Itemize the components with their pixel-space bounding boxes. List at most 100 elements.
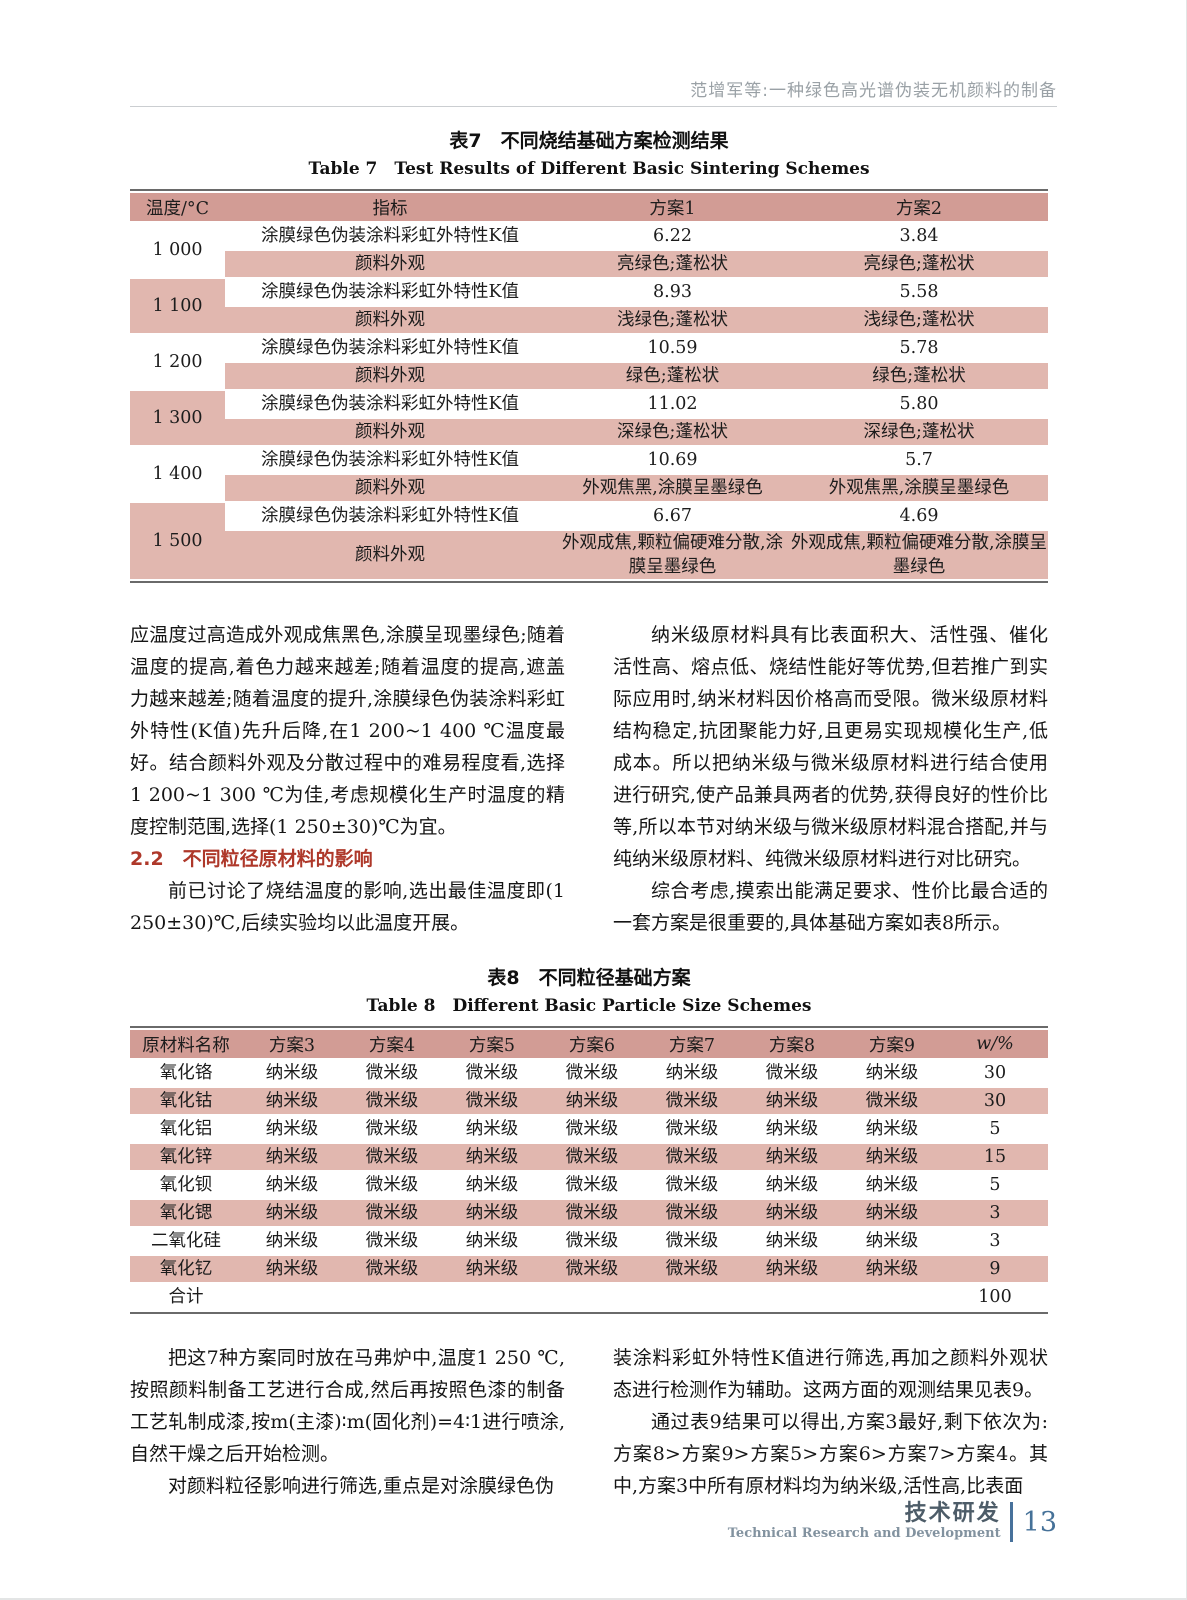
t8-cell: 微米级 <box>365 1231 419 1251</box>
table-row: 颜料外观 外观焦黑,涂膜呈墨绿色 外观焦黑,涂膜呈墨绿色 <box>130 475 1048 501</box>
paragraph: 通过表9结果可以得出,方案3最好,剩下依次为:方案8>方案9>方案5>方案6>方… <box>613 1411 1048 1497</box>
table-row: 颜料外观 浅绿色;蓬松状 浅绿色;蓬松状 <box>130 307 1048 333</box>
t8-cell: 纳米级 <box>442 1144 542 1170</box>
table-row: 1 100 涂膜绿色伪装涂料彩虹外特性K值 8.93 5.58 <box>130 279 1048 333</box>
t7-col-scheme2: 方案2 <box>790 193 1048 221</box>
table-header-row: 温度/°C 指标 方案1 方案2 <box>130 193 1048 221</box>
t8-cell: 纳米级 <box>742 1200 842 1226</box>
paragraph: 应温度过高造成外观成焦黑色,涂膜呈现墨绿色;随着温度的提高,着色力越来越差;随着… <box>130 624 565 838</box>
paragraph: 把这7种方案同时放在马弗炉中,温度1 250 ℃,按照颜料制备工艺进行合成,然后… <box>130 1347 565 1465</box>
t8-cell: 纳米级 <box>265 1119 319 1139</box>
page-footer: 技术研发 Technical Research and Development … <box>728 1502 1057 1542</box>
t8-cell: 微米级 <box>342 1088 442 1114</box>
table7-caption-en: Table 7 Test Results of Different Basic … <box>308 159 870 179</box>
t7-indicator-cell: 颜料外观 <box>225 307 555 333</box>
t8-total-value-cell: 100 <box>978 1287 1012 1307</box>
t8-col-scheme4: 方案4 <box>342 1030 442 1058</box>
table-row: 二氧化硅 纳米级 微米级 纳米级 微米级 微米级 纳米级 纳米级 3 <box>130 1228 1048 1254</box>
footer-section-cn: 技术研发 <box>904 1501 1001 1526</box>
t8-cell: 微米级 <box>365 1063 419 1083</box>
t8-cell: 微米级 <box>842 1088 942 1114</box>
t8-cell: 微米级 <box>565 1063 619 1083</box>
page-number: 13 <box>1022 1506 1057 1538</box>
t8-weight-cell: 30 <box>983 1063 1007 1083</box>
paragraph: 前已讨论了烧结温度的影响,选出最佳温度即(1 250±30)℃,后续实验均以此温… <box>130 880 565 934</box>
t7-value-cell: 3.84 <box>899 226 939 246</box>
table7-caption-cn: 表7 不同烧结基础方案检测结果 <box>449 130 729 152</box>
table-row: 颜料外观 深绿色;蓬松状 深绿色;蓬松状 <box>130 419 1048 445</box>
t7-value-cell: 亮绿色;蓬松状 <box>555 251 790 277</box>
t8-cell: 微米级 <box>342 1144 442 1170</box>
t8-cell: 微米级 <box>342 1200 442 1226</box>
t7-indicator-cell: 颜料外观 <box>225 419 555 445</box>
t8-col-scheme5: 方案5 <box>442 1030 542 1058</box>
t8-cell: 微米级 <box>642 1200 742 1226</box>
t8-cell: 纳米级 <box>742 1256 842 1282</box>
table-row: 氧化钴 纳米级 微米级 微米级 纳米级 微米级 纳米级 微米级 30 <box>130 1088 1048 1114</box>
table-row: 1 400 涂膜绿色伪装涂料彩虹外特性K值 10.69 5.7 <box>130 447 1048 484</box>
t8-cell: 微米级 <box>465 1063 519 1083</box>
t7-value-cell: 浅绿色;蓬松状 <box>790 307 1048 333</box>
table-total-row: 合计 100 <box>130 1284 1048 1310</box>
body-columns-1: 应温度过高造成外观成焦黑色,涂膜呈现墨绿色;随着温度的提高,着色力越来越差;随着… <box>130 619 1048 939</box>
t8-cell: 纳米级 <box>842 1144 942 1170</box>
table-row: 颜料外观 绿色;蓬松状 绿色;蓬松状 <box>130 363 1048 389</box>
t7-value-cell: 10.59 <box>647 338 698 358</box>
t8-cell: 微米级 <box>542 1200 642 1226</box>
t8-weight-cell: 5 <box>989 1119 1001 1139</box>
t8-material-cell: 氧化锌 <box>130 1144 242 1170</box>
t8-total-label-cell: 合计 <box>168 1287 204 1307</box>
t8-col-scheme8: 方案8 <box>742 1030 842 1058</box>
t7-value-cell: 深绿色;蓬松状 <box>790 419 1048 445</box>
t8-cell: 纳米级 <box>865 1175 919 1195</box>
t8-weight-cell: 9 <box>942 1256 1048 1282</box>
t8-cell: 微米级 <box>542 1144 642 1170</box>
table-row: 氧化锶 纳米级 微米级 纳米级 微米级 微米级 纳米级 纳米级 3 <box>130 1200 1048 1226</box>
t8-material-cell: 氧化铬 <box>159 1063 213 1083</box>
t8-col-scheme9: 方案9 <box>842 1030 942 1058</box>
t7-temp-cell: 1 100 <box>130 279 225 333</box>
t8-cell: 纳米级 <box>442 1256 542 1282</box>
t8-cell: 纳米级 <box>242 1256 342 1282</box>
paragraph: 对颜料粒径影响进行筛选,重点是对涂膜绿色伪 <box>168 1475 555 1497</box>
right-column: 纳米级原材料具有比表面积大、活性强、催化活性高、熔点低、烧结性能好等优势,但若推… <box>613 619 1048 939</box>
t8-material-cell: 氧化锶 <box>130 1200 242 1226</box>
t8-material-cell: 氧化钴 <box>130 1088 242 1114</box>
t8-material-cell: 二氧化硅 <box>151 1231 221 1251</box>
t8-cell: 微米级 <box>442 1088 542 1114</box>
t7-value-cell: 亮绿色;蓬松状 <box>790 251 1048 277</box>
t8-cell: 纳米级 <box>265 1063 319 1083</box>
t8-cell <box>442 1284 542 1310</box>
t8-cell: 微米级 <box>365 1119 419 1139</box>
t7-indicator-cell: 颜料外观 <box>225 363 555 389</box>
t7-value-cell: 外观焦黑,涂膜呈墨绿色 <box>555 475 790 501</box>
t8-cell: 纳米级 <box>865 1119 919 1139</box>
t7-value-cell: 6.67 <box>653 506 692 526</box>
t8-cell: 纳米级 <box>765 1175 819 1195</box>
t7-value-cell: 8.93 <box>653 282 692 302</box>
paragraph: 装涂料彩虹外特性K值进行筛选,再加之颜料外观状态进行检测作为辅助。这两方面的观测… <box>613 1347 1048 1401</box>
t8-weight-cell: 3 <box>989 1231 1001 1251</box>
t7-value-cell: 5.78 <box>899 338 939 358</box>
t7-indicator-cell: 涂膜绿色伪装涂料彩虹外特性K值 <box>260 226 520 246</box>
t8-cell: 纳米级 <box>242 1088 342 1114</box>
table-row: 颜料外观 外观成焦,颗粒偏硬难分散,涂膜呈墨绿色 外观成焦,颗粒偏硬难分散,涂膜… <box>130 531 1048 579</box>
t8-cell: 纳米级 <box>265 1231 319 1251</box>
t8-cell <box>742 1284 842 1310</box>
t7-indicator-cell: 涂膜绿色伪装涂料彩虹外特性K值 <box>260 450 520 470</box>
t7-value-cell: 深绿色;蓬松状 <box>555 419 790 445</box>
table-header-row: 原材料名称 方案3 方案4 方案5 方案6 方案7 方案8 方案9 w/% <box>130 1030 1048 1058</box>
table-row: 氧化铬 纳米级 微米级 微米级 微米级 纳米级 微米级 纳米级 30 <box>130 1060 1048 1086</box>
table7-sintering-results: 温度/°C 指标 方案1 方案2 1 000 涂膜绿色伪装涂料彩虹外特性K值 6… <box>130 189 1048 583</box>
t7-indicator-cell: 颜料外观 <box>225 475 555 501</box>
table-row: 氧化铝 纳米级 微米级 纳米级 微米级 微米级 纳米级 纳米级 5 <box>130 1116 1048 1142</box>
t8-cell <box>342 1284 442 1310</box>
t7-temp-cell: 1 300 <box>130 391 225 445</box>
t8-cell: 微米级 <box>565 1175 619 1195</box>
t8-cell: 微米级 <box>642 1144 742 1170</box>
t8-cell: 微米级 <box>642 1256 742 1282</box>
t8-cell: 微米级 <box>365 1175 419 1195</box>
t8-weight-cell: 5 <box>989 1175 1001 1195</box>
table8-caption-cn: 表8 不同粒径基础方案 <box>487 967 691 989</box>
